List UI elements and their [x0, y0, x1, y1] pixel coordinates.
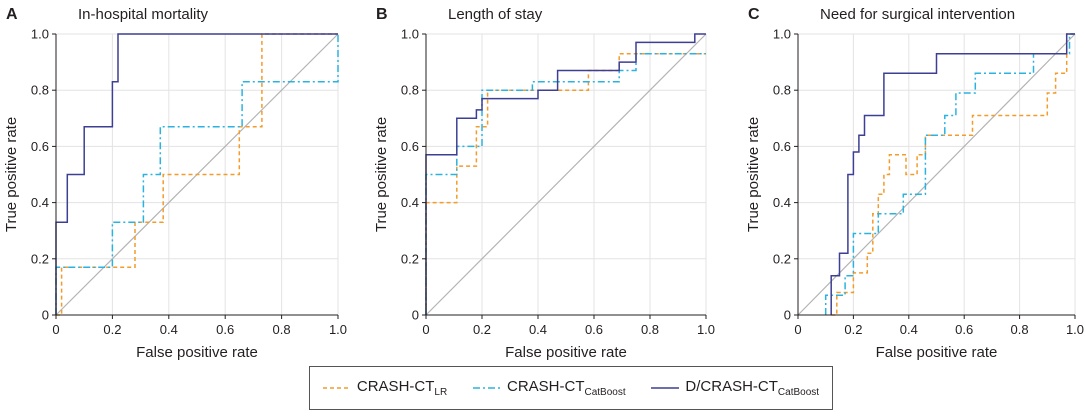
panel-b-x-tick-label: 0.8	[641, 322, 659, 337]
roc-figure: 0 0.2 0.4 0.6 0.8 1.0 0 0.2 0.4 0.6 0.8 1.0 False po…	[3, 6, 1084, 360]
panel-b-y-tick-label: 0.2	[401, 251, 419, 266]
legend-label-lr: CRASH-CTLR	[356, 378, 448, 398]
legend-item-d-crash-ct-catboost: D/CRASH-CTCatBoost	[651, 378, 819, 398]
panel-a-x-tick-label: 0.6	[216, 322, 234, 337]
panel-b-y-tick-label: 0	[412, 308, 419, 323]
panel-c-x-tick-label: 0.4	[900, 322, 918, 337]
legend-item-crash-ct-lr: CRASH-CTLR	[322, 378, 448, 398]
panel-a-x-tick-label: 0.2	[103, 322, 121, 337]
panel-c-x-tick-label: 0.2	[844, 322, 862, 337]
panel-b-y-tick-label: 1.0	[401, 27, 419, 42]
panel-c-x-tick-label: 0	[794, 322, 801, 337]
panel-b-title: Length of stay	[448, 6, 543, 23]
panel-b-x-tick-label: 0	[422, 322, 429, 337]
legend-swatch-lr	[322, 387, 351, 389]
panel-c-x-tick-label: 1.0	[1066, 322, 1084, 337]
panel-c-y-tick-label: 0	[784, 308, 791, 323]
panel-a-series-cb	[55, 34, 339, 315]
panel-a-x-tick-label: 1.0	[329, 322, 347, 337]
panel-c-series-dcb	[830, 33, 1075, 315]
panel-c-x-label: False positive rate	[876, 344, 998, 360]
legend-label-cb: CRASH-CTCatBoost	[506, 378, 626, 398]
panel-a-x-tick-label: 0.4	[160, 322, 178, 337]
legend-swatch-cb	[472, 387, 501, 389]
panel-b-x-label: False positive rate	[505, 344, 627, 360]
panel-b-y-tick-label: 0.4	[401, 195, 419, 210]
legend-swatch-dcb	[651, 387, 680, 389]
panel-c-y-label: True positive rate	[745, 117, 762, 232]
panel-c-letter: C	[748, 6, 760, 23]
panel-b-x-tick-label: 0.4	[529, 322, 547, 337]
panel-b-x-tick-label: 0.2	[473, 322, 491, 337]
panel-a-y-label: True positive rate	[3, 117, 20, 232]
panel-a-x-label: False positive rate	[136, 344, 258, 360]
panel-c-x-tick-label: 0.6	[955, 322, 973, 337]
legend: CRASH-CTLR CRASH-CTCatBoost D/CRASH-CTCa…	[309, 366, 833, 410]
panel-b-letter: B	[376, 6, 388, 23]
panel-b-x-tick-label: 1.0	[697, 322, 715, 337]
panel-a-y-tick-label: 0.6	[31, 139, 49, 154]
panel-a-y-tick-label: 0.8	[31, 83, 49, 98]
panel-a-title: In-hospital mortality	[78, 6, 209, 23]
panel-b-x-tick-label: 0.6	[585, 322, 603, 337]
panel-c-y-tick-label: 0.2	[773, 251, 791, 266]
legend-item-crash-ct-catboost: CRASH-CTCatBoost	[472, 378, 626, 398]
panel-a-y-tick-label: 0.2	[31, 251, 49, 266]
panel-b-y-tick-label: 0.6	[401, 139, 419, 154]
panel-b-series-dcb	[425, 33, 706, 315]
panel-c-y-tick-label: 0.8	[773, 83, 791, 98]
panel-b-series-cb	[425, 52, 706, 315]
panel-a-series-dcb	[55, 33, 338, 315]
panel-a-series-lr	[56, 33, 338, 316]
panel-c-diagonal	[797, 33, 1076, 316]
panel-b-y-label: True positive rate	[373, 117, 390, 232]
panel-b-series-lr	[425, 52, 706, 315]
panel-a-x-tick-label: 0	[52, 322, 59, 337]
panel-c-series-lr	[831, 33, 1075, 316]
panel-c-series-cb	[824, 33, 1075, 315]
panel-c-title: Need for surgical intervention	[820, 6, 1015, 23]
panel-c-x-tick-label: 0.8	[1011, 322, 1029, 337]
panel-a-x-tick-label: 0.8	[273, 322, 291, 337]
panel-b-diagonal	[425, 33, 707, 316]
panel-a-y-tick-label: 1.0	[31, 27, 49, 42]
legend-label-dcb: D/CRASH-CTCatBoost	[685, 378, 820, 398]
panel-c-y-tick-label: 0.4	[773, 195, 791, 210]
panel-a-y-tick-label: 0	[42, 308, 49, 323]
panel-a-letter: A	[6, 6, 18, 23]
panel-c-y-tick-label: 0.6	[773, 139, 791, 154]
panel-a-y-tick-label: 0.4	[31, 195, 49, 210]
panel-c-y-tick-label: 1.0	[773, 27, 791, 42]
panel-b-y-tick-label: 0.8	[401, 83, 419, 98]
